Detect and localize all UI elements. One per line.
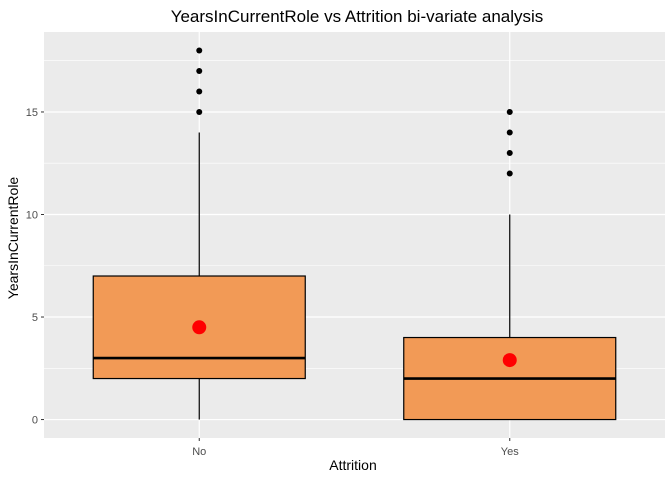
y-tick-label: 10 <box>26 209 38 221</box>
y-tick-label: 15 <box>26 107 38 119</box>
box-no <box>92 47 306 420</box>
x-axis-title: Attrition <box>329 457 376 473</box>
x-tick-label: No <box>192 446 206 458</box>
y-axis-title: YearsInCurrentRole <box>5 177 21 300</box>
x-tick-label: Yes <box>501 446 519 458</box>
outlier-point <box>196 47 203 54</box>
outlier-point <box>506 108 513 115</box>
y-tick-label: 0 <box>32 415 38 427</box>
outlier-point <box>506 129 513 136</box>
y-axis: 0 5 10 15 <box>26 107 44 427</box>
mean-point <box>502 353 517 368</box>
outlier-point <box>506 170 513 177</box>
box-series <box>92 47 617 421</box>
outlier-point <box>506 149 513 156</box>
mean-point <box>192 320 207 335</box>
x-axis: No Yes <box>192 438 519 458</box>
chart-title: YearsInCurrentRole vs Attrition bi-varia… <box>171 7 544 26</box>
outlier-point <box>196 88 203 95</box>
box-yes <box>403 108 617 421</box>
y-tick-label: 5 <box>32 312 38 324</box>
outlier-point <box>196 108 203 115</box>
outlier-point <box>196 67 203 74</box>
